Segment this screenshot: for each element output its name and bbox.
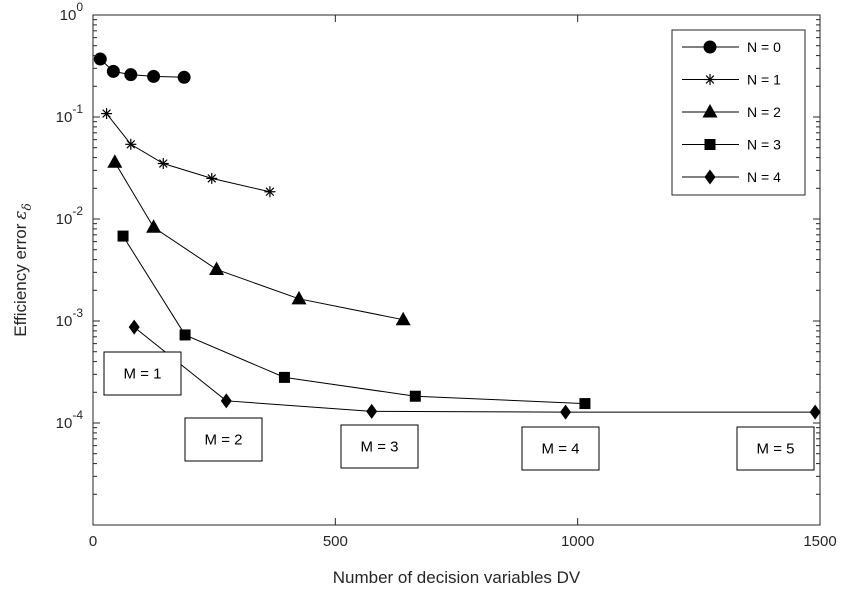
annotation-box: M = 4 (521, 426, 600, 471)
data-point (579, 398, 591, 410)
series-4 (128, 319, 821, 420)
annotation-box: M = 3 (340, 424, 419, 469)
legend-item: N = 4 (682, 169, 781, 185)
series-layer (93, 52, 821, 420)
annotation-box: M = 5 (736, 426, 815, 471)
legend-marker (703, 40, 717, 54)
annotation-text: M = 4 (542, 441, 580, 458)
data-point (409, 390, 421, 402)
data-point (264, 186, 276, 198)
annotation-text: M = 5 (757, 441, 795, 458)
y-axis-label: Efficiency error εδ (11, 203, 34, 336)
x-tick-label: 0 (89, 533, 97, 550)
x-tick-label: 1000 (561, 533, 594, 550)
data-point (177, 70, 191, 84)
annotation-text: M = 2 (205, 432, 243, 449)
series-2 (107, 154, 411, 326)
series-3 (117, 230, 591, 410)
legend-marker (702, 104, 718, 118)
legend-label: N = 3 (747, 137, 781, 153)
y-axis-label-text: Efficiency error (11, 223, 30, 336)
data-point (366, 403, 378, 419)
y-tick-label: 10-4 (56, 408, 84, 432)
legend: N = 0 N = 1 N = 2 N = 3 N = 4 (671, 29, 806, 196)
data-point (209, 261, 225, 275)
y-tick-label: 10-3 (56, 306, 84, 330)
data-point (220, 393, 232, 409)
annotation-box: M = 1 (103, 351, 182, 396)
data-point (146, 219, 162, 233)
data-point (128, 319, 140, 335)
annotation-text: M = 3 (361, 439, 399, 456)
x-axis-label: Number of decision variables DV (333, 568, 581, 587)
annotation-box: M = 2 (184, 417, 263, 462)
legend-label: N = 4 (747, 169, 781, 185)
legend-label: N = 1 (747, 72, 781, 88)
data-point (117, 230, 129, 242)
x-tick-label: 1500 (803, 533, 836, 550)
ticks-layer: 0 500 1000 1500 100 10-1 10-2 10-3 10-4 (56, 0, 837, 550)
data-point (560, 404, 572, 420)
data-point (157, 158, 169, 170)
data-point (147, 69, 161, 83)
data-point (291, 290, 307, 305)
legend-item: N = 1 (682, 72, 781, 88)
y-axis-label-subscript: δ (20, 203, 34, 210)
annotation-text: M = 1 (124, 366, 162, 383)
legend-label: N = 0 (747, 39, 781, 55)
series-0 (93, 52, 191, 84)
legend-marker (704, 169, 716, 185)
data-point (124, 68, 138, 82)
data-point (395, 311, 411, 326)
data-point (179, 329, 191, 341)
legend-label: N = 2 (747, 104, 781, 120)
data-point (107, 154, 123, 168)
legend-item: N = 3 (682, 137, 781, 153)
legend-item: N = 2 (682, 104, 781, 120)
data-point (206, 172, 218, 184)
data-point (101, 108, 113, 120)
legend-marker (704, 74, 716, 85)
y-tick-label: 100 (60, 0, 84, 24)
legend-item: N = 0 (682, 39, 781, 55)
data-point (278, 371, 290, 383)
legend-marker (704, 139, 716, 150)
data-point (93, 52, 107, 66)
y-axis-label-symbol: ε (11, 211, 31, 220)
data-point (106, 64, 120, 78)
series-1 (101, 108, 276, 198)
x-tick-label: 500 (323, 533, 348, 550)
annotations-layer: M = 1 M = 2 M = 3 M = 4 M = 5 (103, 351, 815, 471)
y-tick-label: 10-1 (56, 102, 84, 126)
y-tick-label: 10-2 (56, 204, 84, 228)
data-point (809, 404, 821, 420)
data-point (125, 138, 137, 150)
